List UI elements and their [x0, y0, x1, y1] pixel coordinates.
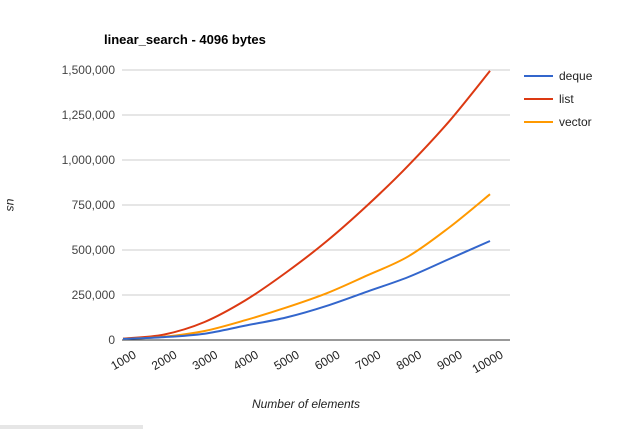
x-tick-label: 7000: [353, 347, 383, 373]
series-line-deque: [122, 240, 491, 340]
series-lines: [122, 70, 491, 340]
legend: deque list vector: [524, 69, 593, 129]
y-axis: 0 250,000 500,000 750,000 1,000,000 1,250,000…: [62, 63, 116, 347]
x-tick-label: 2000: [149, 347, 179, 373]
grid: [122, 69, 510, 341]
y-tick-label: 500,000: [72, 243, 116, 257]
y-axis-label: us: [4, 199, 18, 212]
x-tick-label: 1000: [108, 347, 138, 373]
y-tick-label: 1,250,000: [62, 108, 116, 122]
x-tick-label: 5000: [271, 347, 301, 373]
x-tick-label: 4000: [231, 347, 261, 373]
series-line-vector: [122, 193, 491, 340]
legend-label-deque: deque: [559, 69, 593, 83]
x-tick-label: 8000: [394, 347, 424, 373]
y-tick-label: 1,000,000: [62, 153, 116, 167]
x-tick-label: 3000: [190, 347, 220, 373]
y-tick-label: 1,500,000: [62, 63, 116, 77]
bottom-scroll-sliver: [0, 425, 143, 429]
x-axis: 1000 2000 3000 4000 5000 6000 7000 8000 9000 1000…: [108, 347, 505, 376]
x-tick-label: 10000: [470, 347, 506, 376]
x-tick-label: 9000: [435, 347, 465, 373]
x-tick-label: 6000: [312, 347, 342, 373]
y-tick-label: 750,000: [72, 198, 116, 212]
x-axis-label: Number of elements: [252, 397, 360, 411]
y-tick-label: 0: [108, 333, 115, 347]
legend-label-vector: vector: [559, 115, 592, 129]
series-line-list: [122, 70, 491, 340]
chart-title: linear_search - 4096 bytes: [104, 32, 266, 47]
y-tick-label: 250,000: [72, 288, 116, 302]
legend-label-list: list: [559, 92, 574, 106]
